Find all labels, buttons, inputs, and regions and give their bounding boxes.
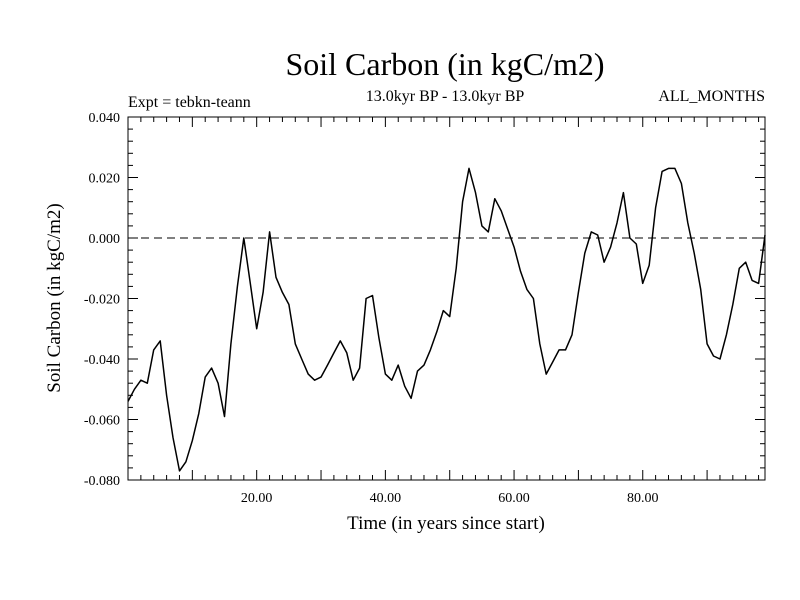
- series-line-soil-carbon: [127, 167, 766, 472]
- months-label: ALL_MONTHS: [658, 88, 765, 105]
- x-tick-label: 80.00: [627, 491, 659, 506]
- axis-ticks: [128, 117, 765, 480]
- y-tick-label: -0.080: [84, 474, 120, 489]
- y-tick-label: 0.040: [89, 111, 121, 126]
- y-tick-label: -0.040: [84, 353, 120, 368]
- y-tick-label: 0.020: [89, 172, 121, 187]
- x-tick-label: 40.00: [370, 491, 402, 506]
- y-tick-label: -0.020: [84, 293, 120, 308]
- chart-subtitle: 13.0kyr BP - 13.0kyr BP: [366, 88, 525, 105]
- plot-frame: [127, 116, 766, 481]
- y-tick-label: 0.000: [89, 232, 121, 247]
- y-axis-title: Soil Carbon (in kgC/m2): [44, 203, 65, 392]
- chart-title: Soil Carbon (in kgC/m2): [285, 46, 604, 82]
- tick-labels: 20.00 40.00 60.00 80.00 -0.080 -0.060 -0.040 -0…: [84, 111, 659, 506]
- x-tick-label: 20.00: [241, 491, 273, 506]
- x-axis-title: Time (in years since start): [347, 513, 545, 534]
- experiment-label: Expt = tebkn-teann: [128, 94, 251, 111]
- x-tick-label: 60.00: [498, 491, 530, 506]
- y-tick-label: -0.060: [84, 414, 120, 429]
